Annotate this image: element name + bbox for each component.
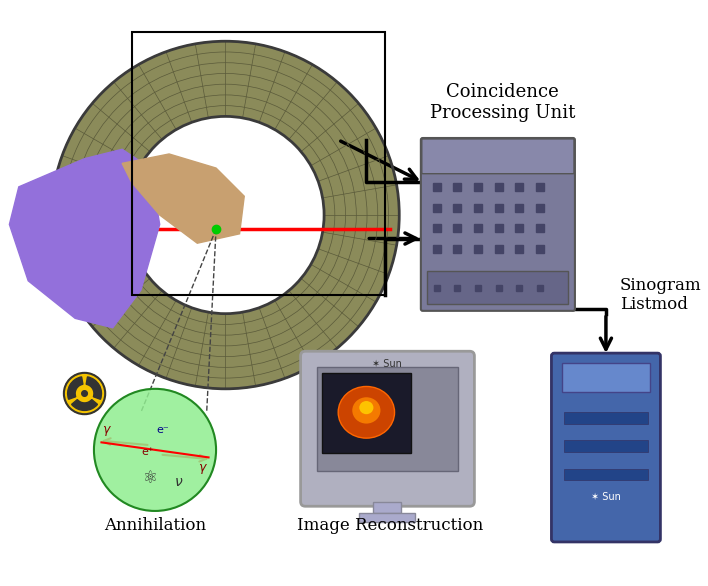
Polygon shape [122,154,244,243]
Text: ν: ν [175,475,183,489]
Circle shape [52,41,399,389]
Text: e⁻: e⁻ [156,425,169,435]
Bar [316,367,459,471]
Bar [561,363,650,391]
Circle shape [94,389,216,511]
Circle shape [81,391,87,396]
Bar [564,469,649,480]
FancyBboxPatch shape [552,353,661,542]
Bar [359,513,415,522]
Wedge shape [72,400,98,410]
Circle shape [79,388,90,399]
Text: ✶ Sun: ✶ Sun [591,492,621,502]
Text: Image Reconstruction: Image Reconstruction [297,516,483,533]
Bar [322,373,411,453]
Text: ✶ Sun: ✶ Sun [372,359,402,369]
Ellipse shape [338,387,394,438]
Wedge shape [86,377,101,399]
Circle shape [64,373,105,414]
Bar [564,413,649,424]
Wedge shape [68,377,83,399]
Text: Annihilation: Annihilation [104,516,206,533]
Text: e⁺: e⁺ [141,447,154,456]
Bar [564,441,649,452]
Ellipse shape [353,397,380,424]
Bar [373,502,401,513]
Text: γ: γ [198,461,205,473]
Text: ⚛: ⚛ [143,469,158,487]
Ellipse shape [360,401,373,414]
FancyBboxPatch shape [301,351,474,506]
Text: Coincidence
Processing Unit: Coincidence Processing Unit [430,83,576,122]
Circle shape [127,117,324,314]
Bar [428,271,569,304]
FancyBboxPatch shape [421,138,575,311]
Text: Sinogram
Listmod: Sinogram Listmod [620,277,702,313]
Polygon shape [9,149,160,328]
Text: γ: γ [103,423,110,436]
Circle shape [81,390,88,397]
FancyBboxPatch shape [422,139,574,173]
Bar [132,32,385,295]
